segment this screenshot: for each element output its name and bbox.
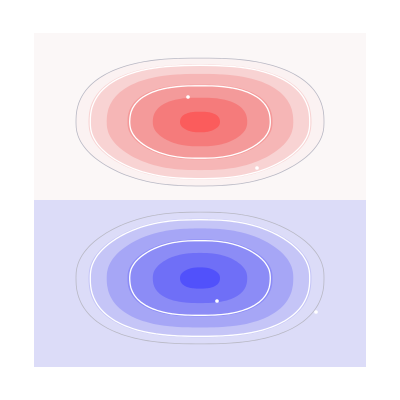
plot-area (34, 33, 366, 367)
positive-lobe-band-6 (180, 111, 220, 133)
negative-lobe-boundary-line (75, 211, 325, 345)
negative-lobe-contour-line-2 (129, 240, 271, 316)
positive-lobe-boundary-line (75, 57, 325, 187)
negative-lobe-contour-marker-2 (314, 310, 318, 314)
negative-lobe-contour-marker-1 (215, 299, 219, 303)
positive-lobe-contour-marker-1 (186, 95, 190, 99)
negative-lobe-band-6 (180, 267, 220, 289)
negative-lobe-contours (75, 211, 325, 345)
positive-lobe-contour-line-1 (89, 64, 311, 180)
positive-lobe-contours (75, 57, 325, 187)
negative-lobe-contour-line-1 (89, 219, 311, 337)
positive-lobe-contour-marker-2 (255, 166, 259, 170)
positive-lobe-contour-line-2 (129, 85, 271, 159)
